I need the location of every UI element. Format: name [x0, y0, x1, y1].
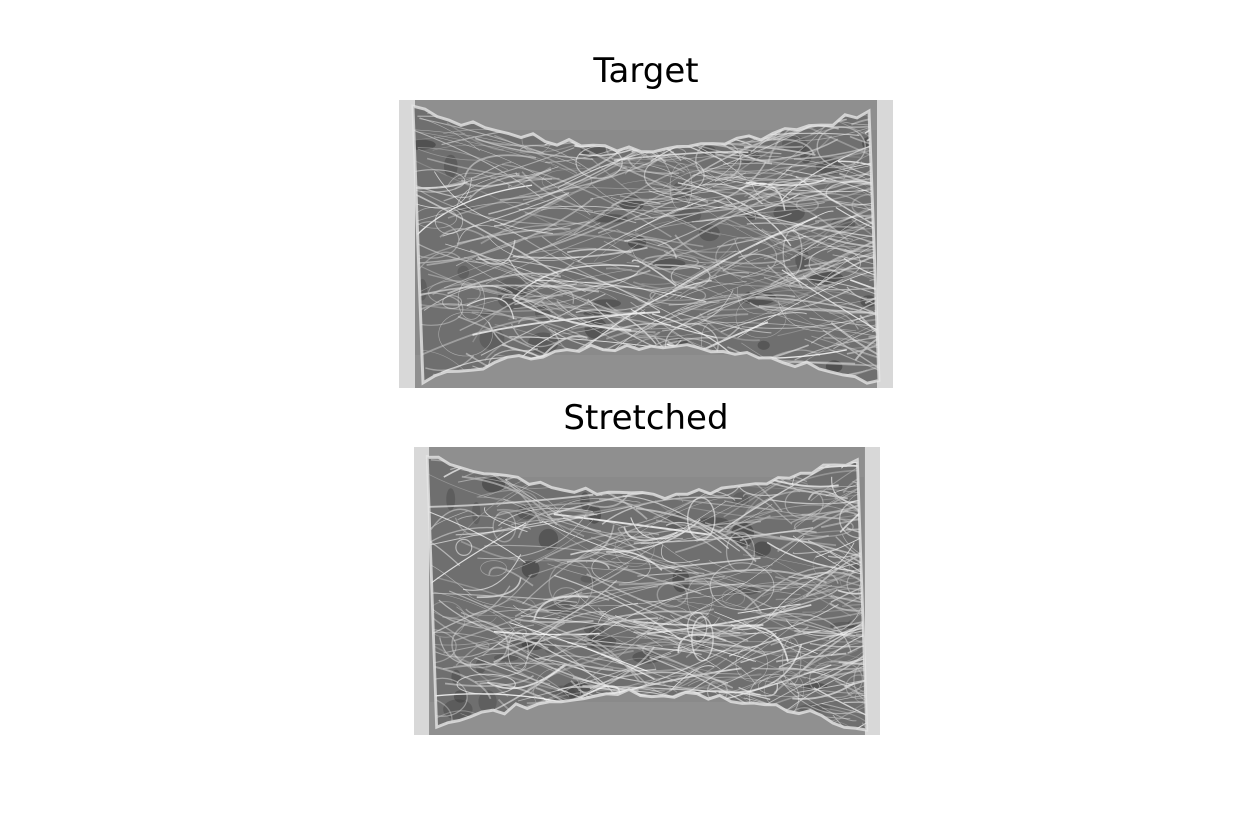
panel-title-stretched: Stretched: [563, 398, 729, 438]
target-fiber-image: [399, 100, 893, 388]
panel-title-target: Target: [593, 51, 699, 91]
stretched-fiber-image: [414, 447, 880, 735]
